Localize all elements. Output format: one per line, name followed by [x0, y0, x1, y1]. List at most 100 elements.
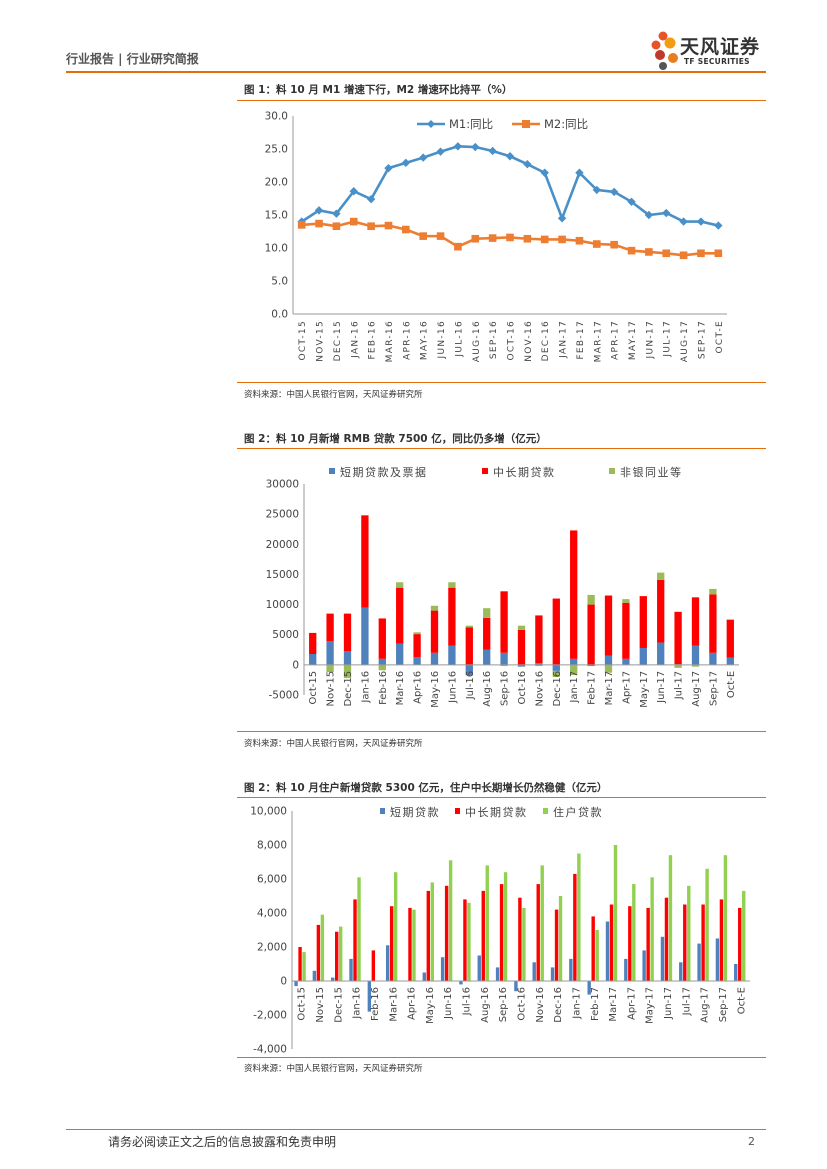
x-tick-label: Dec-16	[553, 987, 564, 1023]
bar-2	[573, 873, 577, 981]
bar-segment-2	[361, 515, 369, 608]
data-point	[384, 163, 393, 173]
x-tick-label: Jan-16	[360, 671, 371, 704]
x-tick-label: Jun-17	[656, 671, 667, 704]
x-tick-label: FEB-17	[576, 320, 586, 360]
bar-3	[595, 930, 599, 981]
disclaimer-link[interactable]: 请务必阅读正文之后的信息披露和免责申明	[108, 1135, 337, 1149]
x-tick-label: OCT-E	[715, 320, 725, 353]
x-tick-label: DEC-16	[541, 320, 551, 361]
data-point	[506, 233, 514, 242]
bar-3	[705, 868, 709, 981]
y-tick-label: 30.0	[265, 111, 288, 123]
data-point	[436, 232, 445, 240]
x-tick-label: NOV-15	[316, 320, 326, 362]
bar-1	[587, 981, 591, 995]
bar-segment-1	[465, 664, 473, 676]
bar-segment-2	[587, 604, 595, 665]
x-tick-label: Nov-15	[326, 671, 337, 707]
data-point	[523, 159, 532, 169]
bar-segment-2	[309, 632, 317, 655]
household-loans-bar-chart: -4,000 -2,000 0 2,000 4,000 6,000 8,000 10,000 O…	[250, 805, 750, 1056]
bar-2	[664, 897, 669, 981]
y-tick-label: 6,000	[257, 874, 287, 886]
legend-label: 短期贷款及票据	[340, 465, 428, 479]
x-tick-label: Aug-16	[480, 987, 491, 1023]
y-tick-label: 10.0	[265, 243, 288, 255]
bar-segment-1	[517, 664, 526, 667]
data-point	[419, 153, 428, 162]
x-tick-label: NOV-16	[524, 320, 534, 362]
bar-segment-3	[674, 664, 682, 668]
x-tick-label: Feb-16	[378, 671, 389, 705]
figure-3-top-rule	[237, 797, 766, 798]
bar-2	[408, 907, 412, 981]
legend-swatch	[609, 468, 615, 474]
bar-2	[463, 899, 467, 981]
bar-1	[605, 921, 610, 981]
bar-segment-1	[709, 652, 717, 665]
bar-segment-1	[552, 664, 560, 671]
bar-segment-3	[691, 664, 700, 667]
x-tick-label: AUG-16	[472, 320, 482, 362]
x-tick-label: Sep-16	[500, 671, 511, 706]
y-tick-label: 20000	[266, 539, 299, 551]
report-header-label: 行业报告 | 行业研究简报	[66, 52, 199, 66]
y-tick-label: -2,000	[253, 1010, 287, 1022]
bar-3	[467, 902, 471, 981]
bar-segment-2	[517, 629, 526, 665]
x-tick-label: Aug-16	[482, 671, 493, 707]
x-tick-label: Mar-16	[395, 671, 406, 706]
y-tick-label: -4,000	[253, 1044, 287, 1056]
x-tick-label: Jan-17	[569, 671, 580, 704]
x-tick-label: Aug-17	[691, 671, 702, 707]
figure-1-source: 资料来源：中国人民银行官网，天风证券研究所	[244, 390, 423, 400]
data-point	[557, 214, 567, 223]
bar-segment-3	[448, 582, 456, 588]
bar-1	[734, 964, 738, 981]
bar-segment-3	[535, 664, 543, 667]
y-tick-label: 15.0	[265, 210, 288, 222]
bar-segment-3	[430, 605, 439, 611]
data-point	[366, 194, 376, 204]
figure-1-title: 图 1：料 10 月 M1 增速下行，M2 增速环比持平（%）	[244, 84, 513, 96]
data-point	[384, 221, 393, 230]
figure-2-title: 图 2：料 10 月新增 RMB 贷款 7500 亿，同比仍多增（亿元）	[244, 433, 547, 445]
x-tick-label: May-16	[425, 987, 436, 1024]
x-tick-label: JUL-17	[663, 320, 673, 358]
x-tick-label: AUG-17	[680, 320, 690, 362]
bar-3	[650, 877, 654, 981]
y-tick-label: 0	[292, 659, 299, 671]
legend-label: 非银同业等	[620, 465, 683, 479]
x-tick-label: Feb-16	[370, 987, 381, 1021]
bar-segment-1	[378, 658, 386, 665]
data-point	[696, 217, 706, 226]
figure-3-source: 资料来源：中国人民银行官网，天风证券研究所	[244, 1064, 423, 1074]
x-tick-label: Apr-17	[626, 987, 637, 1020]
bar-segment-1	[413, 657, 421, 665]
data-point	[349, 217, 358, 226]
bar-segment-2	[535, 615, 543, 664]
data-point	[679, 217, 688, 226]
bar-segment-3	[657, 572, 665, 580]
data-point	[471, 234, 480, 243]
data-point	[401, 158, 411, 168]
bar-2	[536, 884, 540, 981]
bar-2	[701, 904, 705, 981]
y-tick-label: 20.0	[265, 177, 288, 189]
data-point	[627, 246, 636, 255]
x-tick-label: Aug-17	[700, 987, 711, 1023]
x-tick-label: MAY-17	[628, 320, 638, 360]
data-point	[436, 147, 445, 156]
data-point	[488, 146, 497, 156]
bar-segment-3	[587, 594, 595, 605]
bar-segment-2	[622, 602, 630, 659]
bar-segment-2	[657, 579, 665, 643]
y-tick-label: 0.0	[271, 309, 288, 321]
bar-segment-1	[726, 657, 734, 665]
bar-segment-3	[622, 599, 630, 603]
bar-segment-1	[535, 663, 543, 665]
bar-segment-3	[483, 608, 491, 618]
bar-segment-1	[570, 658, 578, 665]
x-tick-label: Sep-17	[718, 987, 729, 1022]
